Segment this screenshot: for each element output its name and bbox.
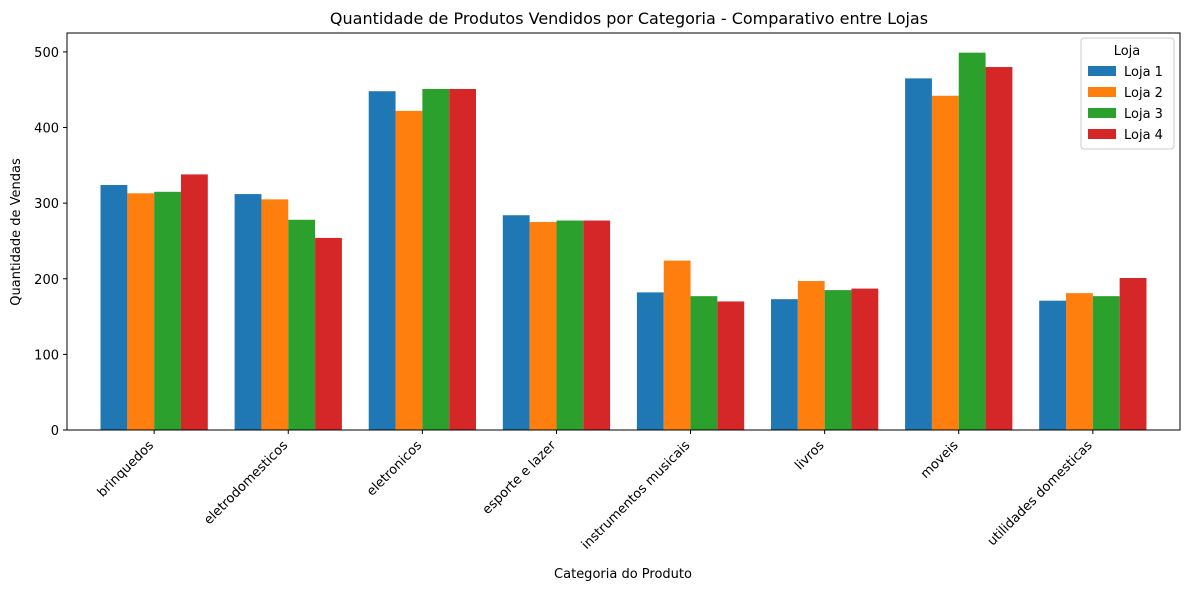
chart-title: Quantidade de Produtos Vendidos por Cate…: [330, 9, 928, 28]
bar-loja-3-0: [154, 191, 181, 430]
y-tick-label: 200: [34, 273, 59, 288]
legend-box: [1080, 37, 1175, 150]
x-tick-label: utilidades domesticas: [985, 438, 1096, 549]
bar-loja-2-6: [931, 95, 959, 431]
legend: Loja Loja 1 Loja 2 Loja 3 Loja 4: [1080, 37, 1175, 150]
legend-swatch: [1088, 66, 1116, 76]
bar-loja-4-0: [180, 174, 208, 430]
bar-loja-1-4: [636, 292, 664, 430]
bar-loja-2-1: [261, 199, 289, 430]
bar-loja-1-2: [368, 91, 396, 430]
bar-loja-2-5: [797, 281, 825, 430]
bar-loja-2-2: [395, 110, 423, 430]
legend-swatch: [1088, 87, 1116, 97]
x-tick-label: eletronicos: [364, 438, 425, 499]
bar-loja-4-3: [583, 220, 611, 430]
bar-loja-4-4: [717, 301, 745, 430]
bar-loja-4-5: [851, 288, 879, 430]
bar-loja-3-7: [1092, 296, 1120, 430]
x-axis-label: Categoria do Produto: [554, 567, 692, 582]
bar-loja-3-1: [288, 219, 316, 430]
bar-loja-1-6: [905, 78, 932, 430]
x-tick-label: moveis: [918, 438, 962, 482]
legend-swatch: [1088, 108, 1116, 118]
bar-loja-1-0: [100, 184, 128, 430]
y-axis-label: Quantidade de Vendas: [9, 158, 24, 306]
bar-loja-3-3: [556, 220, 584, 430]
bar-loja-1-7: [1039, 300, 1067, 430]
bar-loja-4-6: [985, 67, 1013, 431]
y-axis: 0 100 200 300 400 500: [34, 46, 67, 439]
bar-loja-4-1: [315, 237, 342, 430]
y-tick-label: 300: [34, 197, 59, 212]
bar-loja-3-6: [958, 52, 986, 431]
bars-group: [100, 52, 1147, 431]
bar-loja-1-3: [502, 215, 530, 430]
bar-loja-2-0: [127, 193, 155, 430]
bar-loja-4-2: [449, 88, 476, 430]
x-tick-label: eletrodomesticos: [201, 438, 291, 528]
legend-label: Loja 1: [1124, 65, 1163, 80]
legend-label: Loja 2: [1124, 86, 1163, 101]
legend-label: Loja 3: [1124, 107, 1163, 122]
x-tick-label: instrumentos musicais: [579, 438, 694, 553]
x-tick-label: livros: [792, 438, 827, 473]
bar-loja-2-7: [1066, 293, 1093, 430]
y-tick-label: 0: [51, 424, 59, 439]
legend-title: Loja: [1114, 44, 1141, 59]
bar-loja-3-4: [690, 296, 718, 430]
y-tick-label: 400: [34, 122, 59, 137]
bar-loja-3-5: [824, 290, 852, 430]
x-axis: brinquedos eletrodomesticos eletronicos esp…: [95, 430, 1096, 553]
plot-frame: [66, 32, 1181, 431]
y-tick-label: 100: [34, 348, 59, 363]
bar-loja-2-4: [663, 260, 691, 430]
x-tick-label: esporte e lazer: [480, 438, 560, 518]
x-tick-label: brinquedos: [95, 438, 157, 500]
bar-loja-2-3: [529, 222, 557, 430]
legend-swatch: [1088, 129, 1116, 139]
legend-label: Loja 4: [1124, 128, 1163, 143]
bar-loja-3-2: [422, 88, 450, 430]
y-tick-label: 500: [34, 46, 59, 61]
bar-loja-1-5: [771, 299, 798, 430]
bar-loja-1-1: [234, 194, 262, 430]
bar-loja-4-7: [1119, 278, 1147, 430]
